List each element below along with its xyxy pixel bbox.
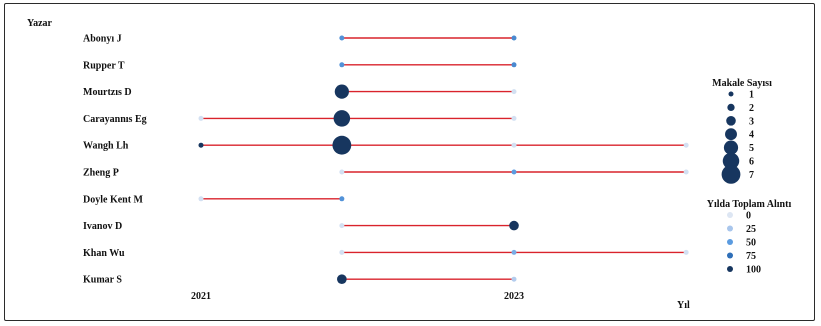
legend-size-label: 6 bbox=[749, 157, 754, 168]
legend-color-marker bbox=[727, 252, 733, 259]
data-point bbox=[339, 35, 345, 41]
legend-color-label: 50 bbox=[746, 238, 756, 249]
y-tick-label: Abonyı J bbox=[83, 34, 122, 45]
data-point bbox=[339, 62, 345, 68]
data-point bbox=[511, 249, 517, 255]
y-tick-label: Zheng P bbox=[83, 168, 119, 179]
data-point bbox=[683, 142, 689, 148]
legend-color-marker bbox=[727, 239, 733, 245]
data-point bbox=[683, 169, 689, 175]
data-point bbox=[511, 89, 517, 95]
data-point bbox=[511, 169, 517, 175]
chart-plot-area: Yazar Yıl 2021 2023 Makale Sayısı Yılda … bbox=[27, 18, 792, 311]
legend-size-marker bbox=[727, 103, 735, 112]
legend-size-marker bbox=[726, 116, 736, 126]
legend-color-marker bbox=[727, 266, 733, 272]
data-point bbox=[333, 110, 351, 127]
legend-size-label: 5 bbox=[749, 143, 754, 154]
data-point bbox=[339, 249, 345, 255]
y-axis-title: Yazar bbox=[27, 18, 53, 29]
legend-size-label: 3 bbox=[749, 116, 754, 127]
y-tick-label: Doyle Kent M bbox=[83, 194, 144, 205]
y-tick-label: Ivanov D bbox=[83, 221, 122, 232]
data-point bbox=[511, 142, 517, 148]
legend-size-title: Makale Sayısı bbox=[712, 78, 772, 89]
legend-size-label: 7 bbox=[749, 170, 754, 181]
data-point bbox=[198, 196, 204, 202]
data-point bbox=[511, 115, 517, 121]
y-tick-label: Rupper T bbox=[83, 60, 125, 71]
chart-frame: Yazar Yıl 2021 2023 Makale Sayısı Yılda … bbox=[4, 3, 815, 321]
y-tick-label: Kumar S bbox=[83, 275, 122, 286]
data-point bbox=[339, 223, 345, 229]
legend-color-marker bbox=[727, 225, 733, 232]
legend-color-title: Yılda Toplam Alıntı bbox=[707, 199, 792, 210]
legend-size-label: 4 bbox=[749, 130, 754, 141]
data-point bbox=[339, 169, 345, 175]
data-point bbox=[339, 196, 345, 202]
data-point bbox=[334, 84, 349, 99]
legend-size-marker bbox=[728, 91, 734, 97]
x-tick-label-2021: 2021 bbox=[191, 291, 211, 302]
data-point bbox=[337, 274, 347, 285]
data-point bbox=[511, 35, 517, 41]
data-point bbox=[511, 62, 517, 68]
legend-size-label: 1 bbox=[749, 90, 754, 101]
legend-size-marker bbox=[721, 165, 741, 184]
legend-size-marker bbox=[722, 152, 740, 170]
legend-color-label: 0 bbox=[746, 211, 751, 222]
legend-color-label: 25 bbox=[746, 224, 756, 235]
legend-size-label: 2 bbox=[749, 103, 754, 114]
y-tick-label: Wangh Lh bbox=[83, 141, 129, 152]
y-tick-label: Khan Wu bbox=[83, 248, 125, 259]
x-tick-label-2023: 2023 bbox=[504, 291, 524, 302]
data-point bbox=[198, 142, 204, 148]
data-point bbox=[509, 220, 519, 231]
data-point bbox=[683, 249, 689, 255]
data-point bbox=[198, 115, 204, 121]
y-tick-label: Mourtzıs D bbox=[83, 87, 132, 98]
legend-color-label: 100 bbox=[746, 265, 761, 276]
legend-size-marker bbox=[723, 140, 739, 155]
data-point bbox=[332, 135, 352, 155]
y-tick-label: Carayannıs Eg bbox=[83, 114, 147, 125]
data-point bbox=[511, 276, 517, 282]
legend-color-label: 75 bbox=[746, 251, 756, 262]
legend-size-marker bbox=[725, 128, 737, 141]
legend-color-marker bbox=[727, 212, 733, 218]
x-axis-title: Yıl bbox=[677, 300, 690, 311]
